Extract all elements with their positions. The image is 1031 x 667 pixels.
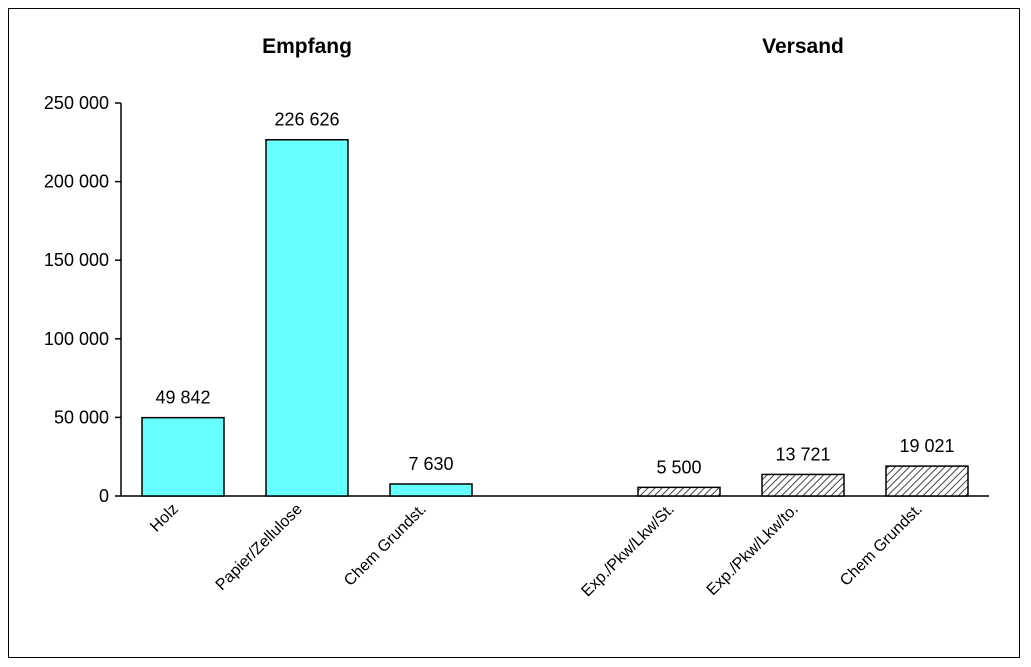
y-tick-label: 50 000 — [54, 407, 109, 427]
data-label: 5 500 — [656, 457, 701, 477]
bar — [141, 416, 225, 497]
group-title: Empfang — [262, 35, 352, 58]
category-label: Chem Grundst. — [341, 501, 430, 590]
y-tick-label: 200 000 — [44, 172, 109, 192]
category-label: Chem Grundst. — [837, 501, 926, 590]
y-tick-label: 250 000 — [44, 93, 109, 113]
y-tick-label: 100 000 — [44, 329, 109, 349]
bars-layer — [141, 138, 969, 497]
data-label: 13 721 — [775, 444, 830, 464]
data-label: 19 021 — [899, 436, 954, 456]
axes-layer — [115, 102, 989, 497]
category-label: Exp./Pkw/Lkw/to. — [704, 501, 802, 599]
category-label: Holz — [147, 501, 182, 536]
bar — [265, 138, 349, 497]
bar — [637, 486, 721, 497]
bar — [389, 483, 473, 497]
bar-chart: 0 50 000 100 000 150 000 200 000 250 000 49 84… — [44, 35, 989, 600]
data-label: 49 842 — [155, 388, 210, 408]
data-label: 226 626 — [274, 110, 339, 130]
bar — [885, 465, 969, 497]
labels-layer: 0 50 000 100 000 150 000 200 000 250 000 49 84… — [44, 35, 955, 600]
category-label: Exp./Pkw/Lkw/St. — [578, 501, 677, 600]
chart-frame: 0 50 000 100 000 150 000 200 000 250 000 49 84… — [8, 8, 1020, 658]
y-tick-label: 0 — [99, 486, 109, 506]
data-label: 7 630 — [408, 454, 453, 474]
group-title: Versand — [762, 35, 844, 58]
y-tick-label: 150 000 — [44, 250, 109, 270]
bar — [761, 473, 845, 497]
category-label: Papier/Zellulose — [213, 501, 306, 594]
